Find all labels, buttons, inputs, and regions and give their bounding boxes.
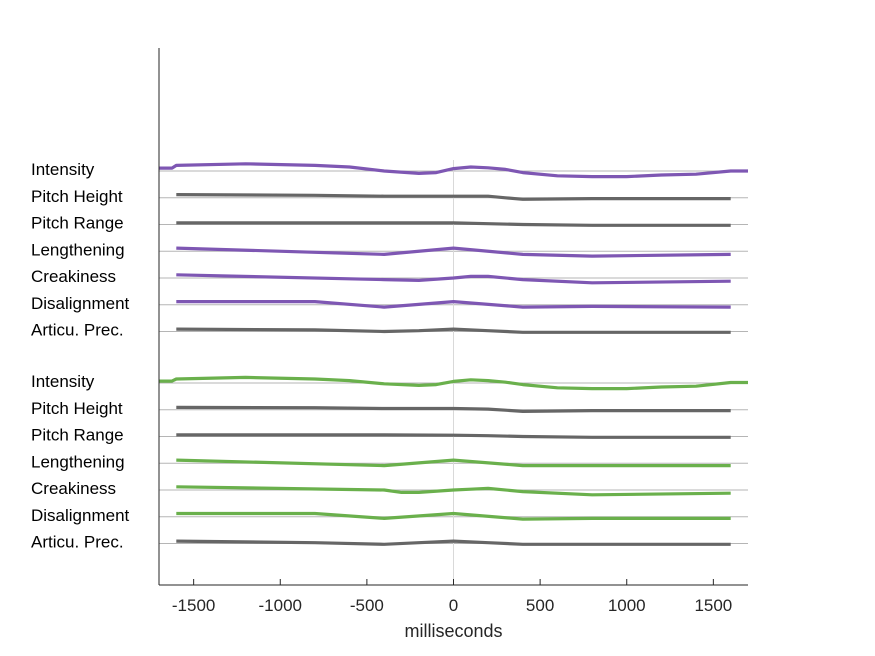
x-tick-label: 1500 [694,596,732,615]
row-label: Lengthening [31,240,125,259]
series-line-pitch-range [176,433,731,439]
series-line-pitch-height [176,405,731,413]
row-label: Articu. Prec. [31,321,124,340]
series-line-creakiness [176,485,731,497]
x-tick-label: -500 [350,596,384,615]
row-label: Pitch Range [31,214,124,233]
row-label: Disalignment [31,506,130,525]
series-line-pitch-range [176,221,731,227]
row-label: Intensity [31,160,95,179]
row-label: Creakiness [31,267,116,286]
series-line-articu-prec [176,539,731,546]
row-label: Intensity [31,372,95,391]
x-tick-label: 1000 [608,596,646,615]
x-axis-label: milliseconds [404,621,502,641]
series-layer [159,162,748,546]
x-tick-label: 500 [526,596,554,615]
row-label: Creakiness [31,479,116,498]
row-label: Articu. Prec. [31,533,124,552]
row-labels: Intensity Pitch Height Pitch Range Lengthen… [31,160,130,552]
series-line-articu-prec [176,327,731,334]
series-line-disalignment [176,300,731,309]
row-label: Lengthening [31,452,125,471]
row-label: Pitch Height [31,187,123,206]
series-line-intensity [159,375,748,391]
x-tick-label: -1500 [172,596,215,615]
series-line-pitch-height [176,193,731,201]
row-label: Pitch Range [31,426,124,445]
series-line-disalignment [176,511,731,521]
series-line-lengthening [176,246,731,258]
row-label: Pitch Height [31,399,123,418]
x-ticks: -1500 -1000 -500 0 500 1000 1500 [172,579,732,615]
series-line-creakiness [176,273,731,285]
series-line-intensity [159,162,748,179]
series-line-lengthening [176,458,731,468]
row-label: Disalignment [31,294,130,313]
x-tick-label: -1000 [259,596,302,615]
x-tick-label: 0 [449,596,458,615]
